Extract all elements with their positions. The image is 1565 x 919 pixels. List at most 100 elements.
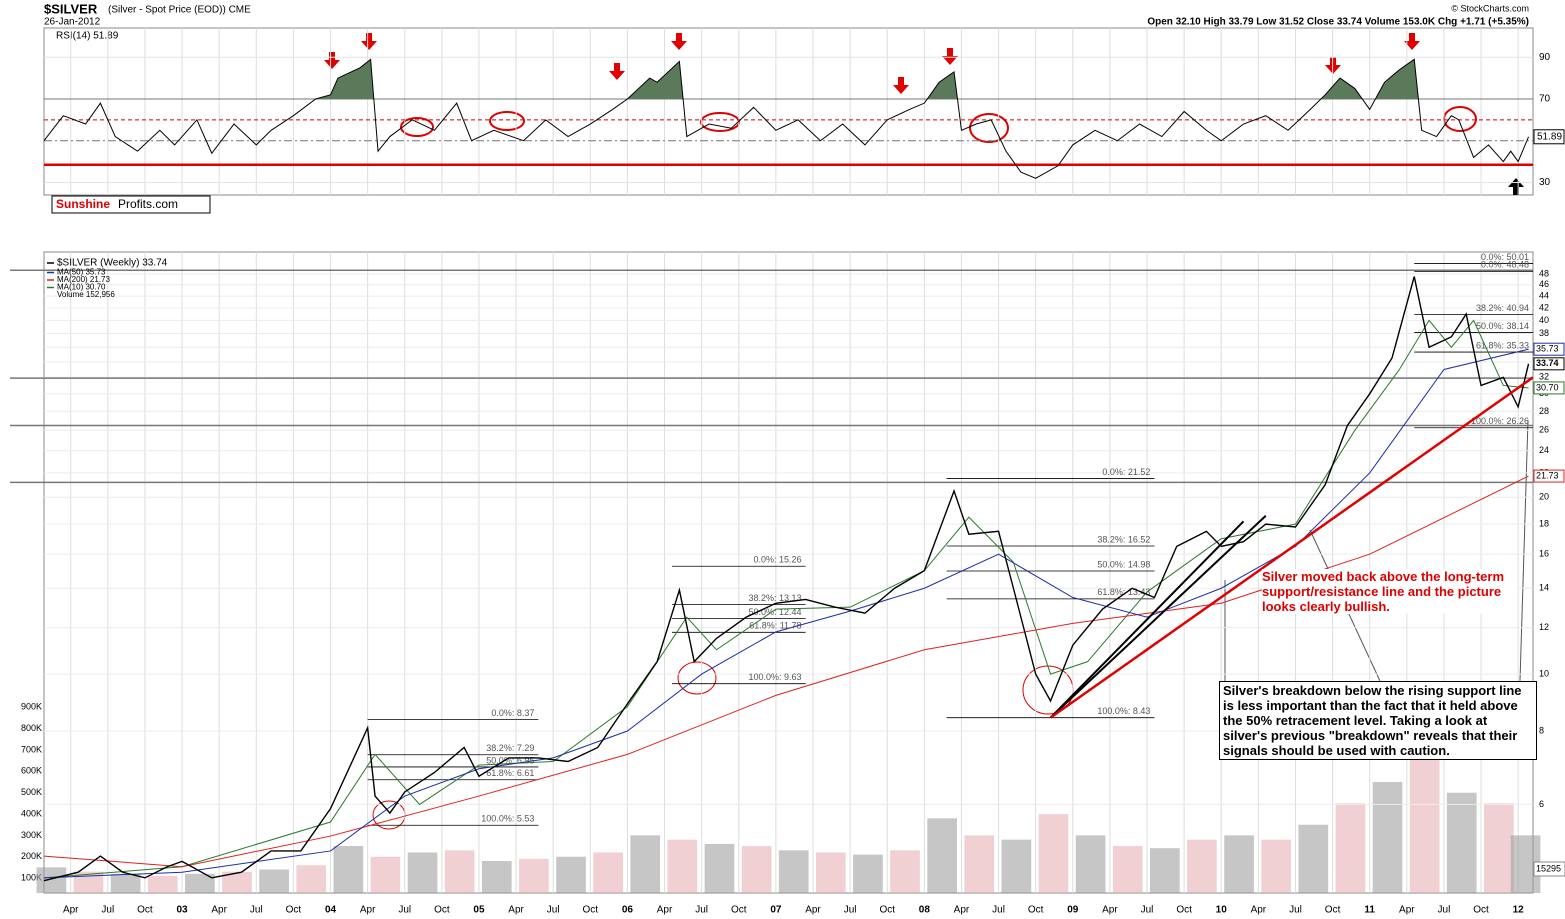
volume-bar xyxy=(222,871,252,893)
volume-bar xyxy=(407,852,438,893)
last-value: 21.73 xyxy=(1536,470,1559,480)
ellipse xyxy=(400,117,434,137)
volume-bar xyxy=(778,850,809,893)
rsi-tick-label: 90 xyxy=(1539,52,1551,63)
last-value: 35.73 xyxy=(1536,344,1559,354)
volume-bar xyxy=(296,865,327,893)
logo-profits: Profits.com xyxy=(118,197,178,211)
price-tick-label: 8 xyxy=(1539,725,1544,735)
fib-label: 100.0%: 8.43 xyxy=(1097,706,1150,716)
x-tick-label: Oct xyxy=(434,905,450,916)
volume-bar xyxy=(481,860,512,893)
x-tick-label: Oct xyxy=(731,905,747,916)
price-tick-label: 38 xyxy=(1539,328,1549,338)
last-value: 33.74 xyxy=(1536,358,1559,368)
volume-bar xyxy=(927,818,957,893)
x-tick-label: Apr xyxy=(1102,905,1118,916)
x-tick-label: Apr xyxy=(805,905,821,916)
volume-bar xyxy=(73,871,104,893)
legend-label: MA(50) 35.73 xyxy=(57,268,106,277)
arrow xyxy=(671,33,687,50)
volume-bar xyxy=(333,846,364,893)
volume-bar xyxy=(704,843,735,893)
price-tick-label: 46 xyxy=(1539,279,1549,289)
last-value-box xyxy=(1533,469,1565,483)
rsi-value: 51.89 xyxy=(1537,131,1562,142)
arrow xyxy=(942,48,958,65)
price-tick-label: 44 xyxy=(1539,290,1549,300)
price-tick-label: 10 xyxy=(1539,668,1549,678)
fib-label: 0.0%: 8.37 xyxy=(491,708,534,718)
ellipse xyxy=(677,661,717,695)
x-tick-label: Oct xyxy=(1473,905,1489,916)
legend-label: Volume 152,956 xyxy=(57,290,115,299)
volume-tick-label: 200K xyxy=(21,851,42,861)
rsi-tick-label: 70 xyxy=(1539,94,1551,105)
fib-label: 38.2%: 7.29 xyxy=(486,743,534,753)
price-tick-label: 18 xyxy=(1539,519,1549,529)
annotation-breakdown: Silver's breakdown below the rising supp… xyxy=(1219,681,1537,760)
price-tick-label: 16 xyxy=(1539,549,1549,559)
volume-bar xyxy=(1224,835,1254,893)
credit: © StockCharts.com xyxy=(1451,3,1529,13)
price-line xyxy=(43,319,1529,879)
volume-bar xyxy=(444,850,475,893)
volume-bar xyxy=(815,852,846,893)
x-tick-label: Oct xyxy=(1176,905,1192,916)
volume-bar xyxy=(1335,803,1366,893)
callout-line xyxy=(1519,419,1529,682)
rsi-panel xyxy=(43,27,1534,196)
volume-bar xyxy=(667,839,698,893)
x-tick-label: Oct xyxy=(1325,905,1341,916)
logo-sunshine: Sunshine xyxy=(56,197,110,211)
volume-bar xyxy=(890,850,920,893)
volume-bar xyxy=(1112,846,1143,893)
x-tick-label: 06 xyxy=(622,905,634,916)
fib-label: 0.0%: 15.26 xyxy=(754,555,802,565)
quote: Open 32.10 High 33.79 Low 31.52 Close 33… xyxy=(1147,17,1529,28)
x-tick-label: 04 xyxy=(325,905,337,916)
price-line xyxy=(43,276,1530,882)
x-tick-label: 08 xyxy=(919,905,931,916)
volume-bar xyxy=(1038,814,1069,893)
x-tick-label: Oct xyxy=(583,905,599,916)
fib-label: 0.0%: 50.01 xyxy=(1481,252,1529,262)
fib-label: 61.8%: 11.78 xyxy=(749,621,801,631)
x-tick-label: Apr xyxy=(1399,905,1415,916)
x-tick-label: Jul xyxy=(547,905,560,916)
volume-tick-label: 800K xyxy=(21,723,42,733)
volume-bar xyxy=(1372,782,1403,893)
x-tick-label: Jul xyxy=(695,905,708,916)
volume-tick-label: 900K xyxy=(21,702,42,712)
volume-bar xyxy=(1149,848,1180,893)
x-tick-label: Apr xyxy=(508,905,524,916)
volume-tick-label: 500K xyxy=(21,787,42,797)
volume-tick-label: 300K xyxy=(21,830,42,840)
arrow xyxy=(893,77,909,94)
arrow xyxy=(609,63,625,80)
x-tick-label: Jul xyxy=(1141,905,1154,916)
volume-bar xyxy=(853,854,883,893)
volume-bar xyxy=(593,852,623,893)
volume-bar xyxy=(1261,839,1292,893)
price-tick-label: 14 xyxy=(1539,583,1549,593)
last-value-box xyxy=(1533,342,1565,356)
volume-tick-label: 700K xyxy=(21,744,42,754)
ellipse xyxy=(969,113,1009,143)
fib-label: 50.0%: 12.44 xyxy=(749,607,802,617)
x-tick-label: 07 xyxy=(770,905,782,916)
legend-label: MA(10) 30.70 xyxy=(57,283,106,292)
volume-bar xyxy=(110,873,141,893)
rsi-line xyxy=(43,58,1530,179)
trendline xyxy=(1049,515,1267,719)
volume-bar xyxy=(1001,839,1032,893)
x-tick-label: 12 xyxy=(1513,905,1525,916)
price-tick-label: 20 xyxy=(1539,492,1549,502)
last-value-box xyxy=(1533,357,1565,371)
volume-tick-label: 100K xyxy=(21,872,42,882)
volume-bar xyxy=(964,835,995,893)
volume-bar xyxy=(630,835,661,893)
ellipse xyxy=(489,111,525,131)
